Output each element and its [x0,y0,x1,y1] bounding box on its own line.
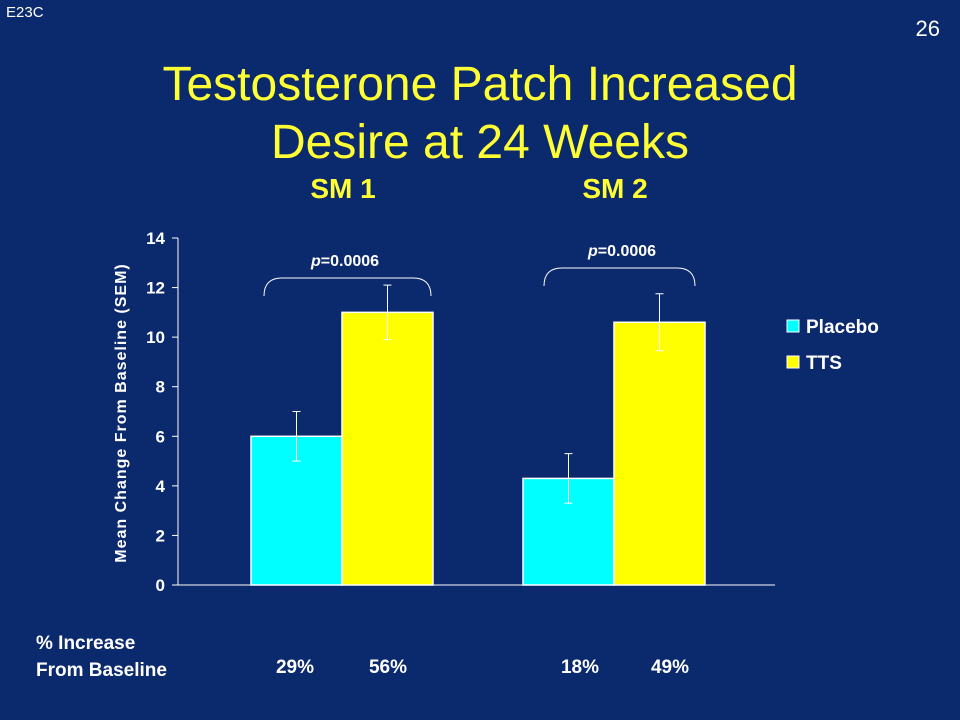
percent-increase-sm2-placebo: 18% [560,657,600,678]
slide-title: Testosterone Patch Increased Desire at 2… [0,56,960,172]
legend-swatch-placebo [786,319,800,333]
percent-increase-sm1-tts: 56% [368,657,408,678]
percent-increase-label: % Increase From Baseline [36,630,167,684]
y-tick-label: 12 [146,279,165,298]
p-value-prefix: p [587,243,598,260]
y-tick-label: 4 [156,477,166,496]
legend-swatch-tts [786,355,800,369]
slide-number: 26 [915,16,940,41]
y-tick-label: 0 [156,576,165,595]
legend-label-tts: TTS [806,353,842,374]
percent-increase-label-line-2: From Baseline [36,660,167,681]
y-tick-label: 6 [156,427,165,446]
p-value-text: =0.0006 [321,253,379,270]
p-value-prefix: p [310,253,321,270]
y-axis-title: Mean Change From Baseline (SEM) [113,263,130,563]
category-labels: SM 1 SM 2 [310,173,647,204]
percent-increase-label-line-1: % Increase [36,633,136,654]
slide-title-line-2: Desire at 24 Weeks [271,116,689,170]
category-label-sm2: SM 2 [582,173,647,204]
bar-tts-sm2 [613,321,706,586]
p-value-label: p=0.0006 [310,253,379,270]
significance-bracket [543,267,696,287]
bars [250,284,706,586]
significance-bracket [263,277,432,297]
slide-title-line-1: Testosterone Patch Increased [162,58,798,112]
percent-increase-sm1-placebo: 29% [275,657,315,678]
legend: Placebo TTS [786,317,879,374]
y-tick-label: 8 [156,378,165,397]
p-value-label: p=0.0006 [587,243,656,260]
slide-code: E23C [6,4,44,21]
category-label-sm1: SM 1 [310,173,375,204]
p-value-text: =0.0006 [598,243,656,260]
y-tick-label: 14 [146,229,165,248]
percent-increase-sm2-tts: 49% [650,657,690,678]
y-tick-label: 10 [146,328,165,347]
legend-label-placebo: Placebo [806,317,879,338]
y-tick-label: 2 [156,526,165,545]
bar-tts-sm1 [341,311,434,586]
